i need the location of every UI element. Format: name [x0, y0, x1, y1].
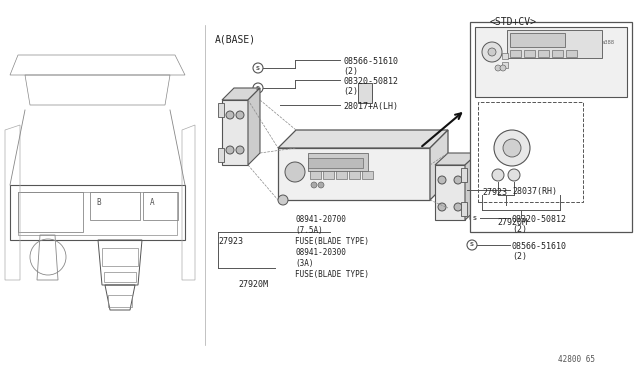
Bar	[308, 153, 368, 171]
Circle shape	[454, 203, 462, 211]
Polygon shape	[435, 165, 465, 220]
Polygon shape	[278, 148, 430, 200]
Circle shape	[253, 83, 263, 93]
Circle shape	[488, 48, 496, 56]
Text: 08320-50812: 08320-50812	[512, 215, 567, 224]
Polygon shape	[435, 153, 478, 165]
Polygon shape	[465, 153, 478, 220]
Bar	[362, 171, 373, 179]
Bar	[538, 50, 549, 57]
Bar	[102, 248, 138, 266]
Bar	[358, 83, 372, 103]
Circle shape	[467, 240, 477, 250]
Circle shape	[503, 139, 521, 157]
Bar	[143, 192, 178, 220]
Text: 27923: 27923	[482, 188, 507, 197]
Text: <STD+CV>: <STD+CV>	[490, 17, 537, 27]
Circle shape	[318, 182, 324, 188]
Bar	[510, 33, 565, 47]
Text: S: S	[256, 65, 260, 71]
Bar	[502, 53, 508, 59]
Circle shape	[495, 65, 501, 71]
Circle shape	[236, 111, 244, 119]
Text: 27920M: 27920M	[238, 280, 268, 289]
Bar	[502, 62, 508, 68]
Bar	[524, 50, 535, 57]
Bar	[461, 168, 467, 182]
Bar	[507, 30, 602, 58]
Bar	[323, 171, 334, 179]
Polygon shape	[278, 130, 448, 148]
Text: (2): (2)	[343, 67, 358, 76]
Circle shape	[438, 176, 446, 184]
Bar	[104, 272, 136, 282]
Bar	[18, 192, 83, 232]
Text: 08941-20300: 08941-20300	[295, 248, 346, 257]
Circle shape	[494, 130, 530, 166]
Circle shape	[285, 162, 305, 182]
Bar	[90, 192, 140, 220]
Text: S: S	[470, 243, 474, 247]
Circle shape	[500, 65, 506, 71]
Bar	[566, 50, 577, 57]
Circle shape	[226, 146, 234, 154]
Text: 27923: 27923	[218, 237, 243, 246]
Circle shape	[470, 213, 480, 223]
Circle shape	[508, 169, 520, 181]
Bar	[510, 50, 521, 57]
Circle shape	[311, 182, 317, 188]
Bar	[461, 202, 467, 216]
Bar	[478, 102, 583, 202]
Circle shape	[492, 169, 504, 181]
Circle shape	[278, 195, 288, 205]
Text: FUSE(BLADE TYPE): FUSE(BLADE TYPE)	[295, 270, 369, 279]
Circle shape	[236, 146, 244, 154]
Text: (2): (2)	[512, 225, 527, 234]
Bar	[310, 171, 321, 179]
Circle shape	[226, 111, 234, 119]
Circle shape	[454, 176, 462, 184]
Bar	[308, 158, 363, 168]
Polygon shape	[222, 100, 248, 165]
Text: 28037(RH): 28037(RH)	[512, 187, 557, 196]
Text: A(BASE): A(BASE)	[215, 35, 256, 45]
Text: 08566-51610: 08566-51610	[512, 242, 567, 251]
Text: (2): (2)	[343, 87, 358, 96]
Bar	[218, 148, 224, 162]
Text: A: A	[150, 198, 155, 207]
Bar	[475, 27, 627, 97]
Circle shape	[438, 203, 446, 211]
Text: a388: a388	[602, 40, 615, 45]
Bar	[108, 295, 132, 307]
Text: 08566-51610: 08566-51610	[343, 57, 398, 66]
Text: FUSE(BLADE TYPE): FUSE(BLADE TYPE)	[295, 237, 369, 246]
Text: (3A): (3A)	[295, 259, 314, 268]
Bar	[349, 171, 360, 179]
Bar	[552, 50, 563, 57]
Polygon shape	[222, 88, 260, 100]
Bar	[470, 22, 632, 232]
Text: 42800 65: 42800 65	[558, 355, 595, 364]
Text: B: B	[96, 198, 100, 207]
Circle shape	[482, 42, 502, 62]
Text: (2): (2)	[512, 252, 527, 261]
Text: 27920M: 27920M	[497, 218, 527, 227]
Bar	[218, 103, 224, 117]
Text: (7.5A): (7.5A)	[295, 226, 323, 235]
Circle shape	[253, 63, 263, 73]
Bar	[336, 171, 347, 179]
Text: 28017+A(LH): 28017+A(LH)	[343, 102, 398, 111]
Polygon shape	[430, 130, 448, 200]
Text: 08320-50812: 08320-50812	[343, 77, 398, 86]
Text: 08941-20700: 08941-20700	[295, 215, 346, 224]
Text: S: S	[256, 86, 260, 90]
Polygon shape	[248, 88, 260, 165]
Text: S: S	[473, 215, 477, 221]
